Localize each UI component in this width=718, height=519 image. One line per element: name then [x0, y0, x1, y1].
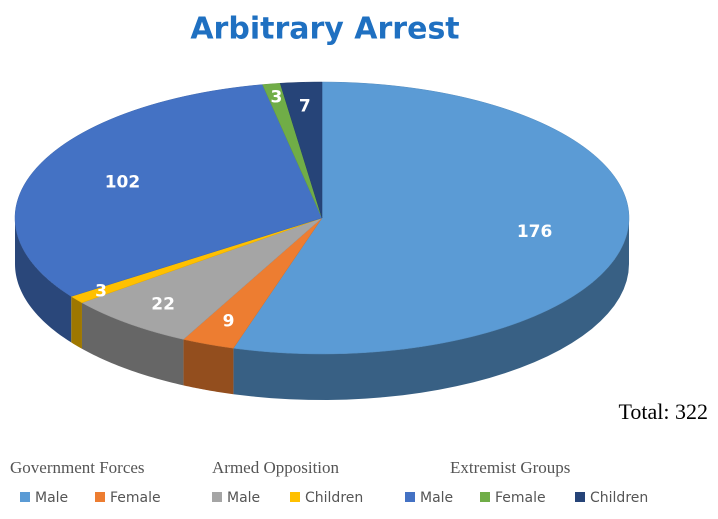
- slice-side: [71, 296, 82, 349]
- data-label: 102: [105, 173, 141, 193]
- legend-swatch: [405, 492, 415, 502]
- data-label: 7: [299, 97, 311, 117]
- legend-swatch: [212, 492, 222, 502]
- slice: [182, 217, 323, 349]
- legend-label: Female: [495, 490, 546, 506]
- slice: [279, 81, 323, 219]
- legend-label: Female: [110, 490, 161, 506]
- legend-swatch: [575, 492, 585, 502]
- slice-side: [233, 218, 630, 400]
- slice: [81, 217, 323, 340]
- data-label: 176: [517, 222, 553, 242]
- legend-label: Male: [420, 490, 453, 506]
- data-label: 22: [151, 295, 175, 315]
- slice: [232, 81, 630, 355]
- slice: [14, 84, 323, 297]
- legend-swatch: [480, 492, 490, 502]
- legend-label: Male: [227, 490, 260, 506]
- slice-side: [15, 218, 72, 343]
- slice-side: [183, 339, 234, 395]
- legend-swatch: [290, 492, 300, 502]
- legend-label: Children: [590, 490, 648, 506]
- legend-group: Extremist Groups: [450, 458, 570, 477]
- legend-swatch: [95, 492, 105, 502]
- legend-swatch: [20, 492, 30, 502]
- legend-label: Male: [35, 490, 68, 506]
- data-label: 9: [223, 312, 235, 332]
- legend-group: Government Forces: [10, 458, 145, 477]
- legend-group: Armed Opposition: [212, 458, 340, 477]
- data-label: 3: [270, 87, 282, 107]
- total-label: Total: 322: [618, 399, 708, 424]
- chart-title: Arbitrary Arrest: [190, 12, 459, 47]
- slice-side: [81, 302, 184, 386]
- legend-label: Children: [305, 490, 363, 506]
- data-label: 3: [95, 281, 107, 301]
